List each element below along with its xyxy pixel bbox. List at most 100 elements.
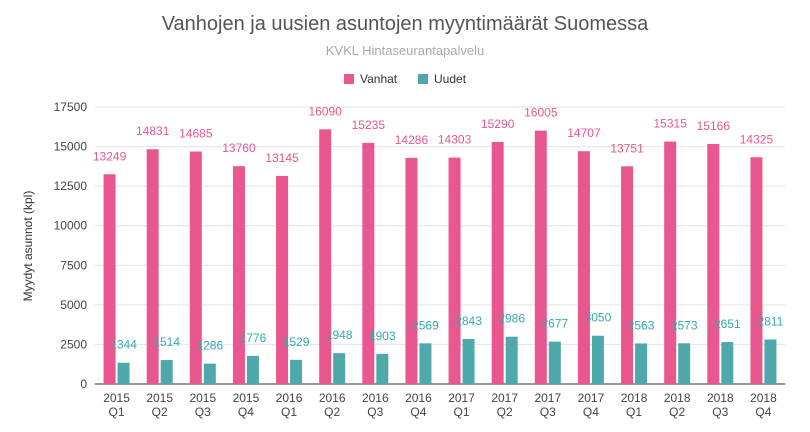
x-tick-quarter: Q4	[583, 405, 599, 419]
data-label-uudet: 1903	[369, 329, 396, 343]
x-tick-year: 2015	[146, 391, 173, 405]
data-label-vanhat: 15315	[654, 117, 688, 131]
y-tick-label: 2500	[60, 337, 87, 351]
bar-uudet	[548, 341, 561, 384]
bar-uudet	[160, 360, 173, 384]
x-tick-year: 2018	[621, 391, 648, 405]
bar-vanhat	[405, 157, 418, 384]
x-tick-year: 2017	[578, 391, 605, 405]
data-label-vanhat: 15290	[481, 117, 515, 131]
bar-uudet	[419, 343, 432, 384]
y-axis-ticks: 0 2500 5000 7500 10000 12500 15000 17500	[54, 100, 88, 391]
bar-vanhat	[707, 143, 720, 384]
legend: Vanhat Uudet	[344, 72, 467, 86]
y-tick-label: 5000	[60, 298, 87, 312]
data-label-uudet: 2843	[455, 314, 482, 328]
data-label-uudet: 1344	[110, 338, 137, 352]
chart-title: Vanhojen ja uusien asuntojen myyntimäärä…	[162, 13, 649, 35]
y-tick-label: 12500	[54, 179, 88, 193]
bar-uudet	[376, 353, 389, 384]
x-tick-quarter: Q4	[238, 405, 254, 419]
data-label-vanhat: 14303	[438, 133, 472, 147]
bar-uudet	[290, 359, 303, 384]
data-label-uudet: 3050	[585, 311, 612, 325]
bar-vanhat	[362, 142, 375, 384]
x-tick-quarter: Q2	[152, 405, 168, 419]
bar-uudet	[117, 362, 130, 384]
bar-uudet	[505, 336, 518, 384]
data-label-vanhat: 15235	[352, 118, 386, 132]
data-label-uudet: 1529	[283, 335, 310, 349]
bar-vanhat	[103, 174, 116, 384]
bars	[103, 129, 777, 384]
bar-vanhat	[232, 166, 245, 384]
x-tick-quarter: Q3	[712, 405, 728, 419]
x-tick-year: 2016	[362, 391, 389, 405]
chart-subtitle: KVKL Hintaseurantapalvelu	[326, 43, 485, 58]
data-label-vanhat: 14685	[179, 127, 213, 141]
bar-vanhat	[491, 141, 504, 384]
bar-vanhat	[664, 141, 677, 384]
data-labels: 13249 1344 14831 1514 14685 1286 13760 1776 1314…	[93, 104, 784, 352]
x-tick-year: 2017	[534, 391, 561, 405]
data-label-vanhat: 14831	[136, 124, 170, 138]
data-label-vanhat: 13760	[222, 141, 256, 155]
bar-vanhat	[577, 151, 590, 384]
x-tick-quarter: Q2	[497, 405, 513, 419]
x-tick-year: 2015	[233, 391, 260, 405]
legend-label-uudet: Uudet	[434, 72, 467, 86]
bar-uudet	[635, 343, 648, 384]
x-tick-year: 2018	[707, 391, 734, 405]
x-tick-quarter: Q3	[195, 405, 211, 419]
bar-uudet	[721, 342, 734, 384]
x-tick-year: 2016	[319, 391, 346, 405]
x-tick-year: 2017	[491, 391, 518, 405]
data-label-vanhat: 13145	[265, 151, 299, 165]
y-tick-label: 7500	[60, 258, 87, 272]
bar-vanhat	[146, 149, 159, 384]
data-label-uudet: 2563	[628, 318, 655, 332]
y-tick-label: 10000	[54, 219, 88, 233]
data-label-uudet: 2651	[714, 317, 741, 331]
y-tick-label: 17500	[54, 100, 88, 114]
x-tick-quarter: Q3	[367, 405, 383, 419]
data-label-vanhat: 13751	[610, 141, 644, 155]
data-label-uudet: 1948	[326, 328, 353, 342]
data-label-uudet: 2811	[758, 315, 784, 329]
legend-label-vanhat: Vanhat	[360, 72, 398, 86]
bar-vanhat	[448, 157, 461, 384]
x-tick-quarter: Q2	[669, 405, 685, 419]
x-tick-year: 2016	[276, 391, 303, 405]
gridlines	[95, 106, 785, 385]
data-label-vanhat: 15166	[697, 119, 731, 133]
bar-vanhat	[319, 129, 332, 384]
x-tick-year: 2015	[189, 391, 216, 405]
x-tick-year: 2015	[103, 391, 130, 405]
data-label-uudet: 1514	[153, 335, 180, 349]
data-label-vanhat: 14707	[567, 126, 601, 140]
x-tick-quarter: Q4	[410, 405, 426, 419]
x-axis-ticks: 2015Q12015Q22015Q32015Q42016Q12016Q22016…	[103, 391, 777, 419]
x-tick-quarter: Q1	[281, 405, 297, 419]
data-label-vanhat: 16005	[524, 106, 558, 120]
data-label-vanhat: 16090	[309, 104, 343, 118]
y-axis-title: Myydyt asunnot (kpl)	[21, 191, 35, 302]
bar-vanhat	[621, 166, 634, 384]
x-tick-quarter: Q2	[324, 405, 340, 419]
x-tick-quarter: Q1	[109, 405, 125, 419]
data-label-uudet: 2573	[671, 318, 698, 332]
bar-uudet	[591, 335, 604, 384]
bar-vanhat	[750, 157, 763, 384]
x-tick-year: 2017	[448, 391, 475, 405]
data-label-vanhat: 14325	[740, 132, 774, 146]
x-tick-quarter: Q3	[540, 405, 556, 419]
y-tick-label: 0	[80, 377, 87, 391]
data-label-uudet: 1776	[240, 331, 267, 345]
x-tick-year: 2018	[750, 391, 777, 405]
legend-swatch-uudet	[418, 74, 428, 84]
bar-uudet	[333, 353, 346, 384]
bar-vanhat	[276, 175, 289, 384]
bar-uudet	[462, 338, 475, 384]
data-label-uudet: 2986	[498, 312, 525, 326]
